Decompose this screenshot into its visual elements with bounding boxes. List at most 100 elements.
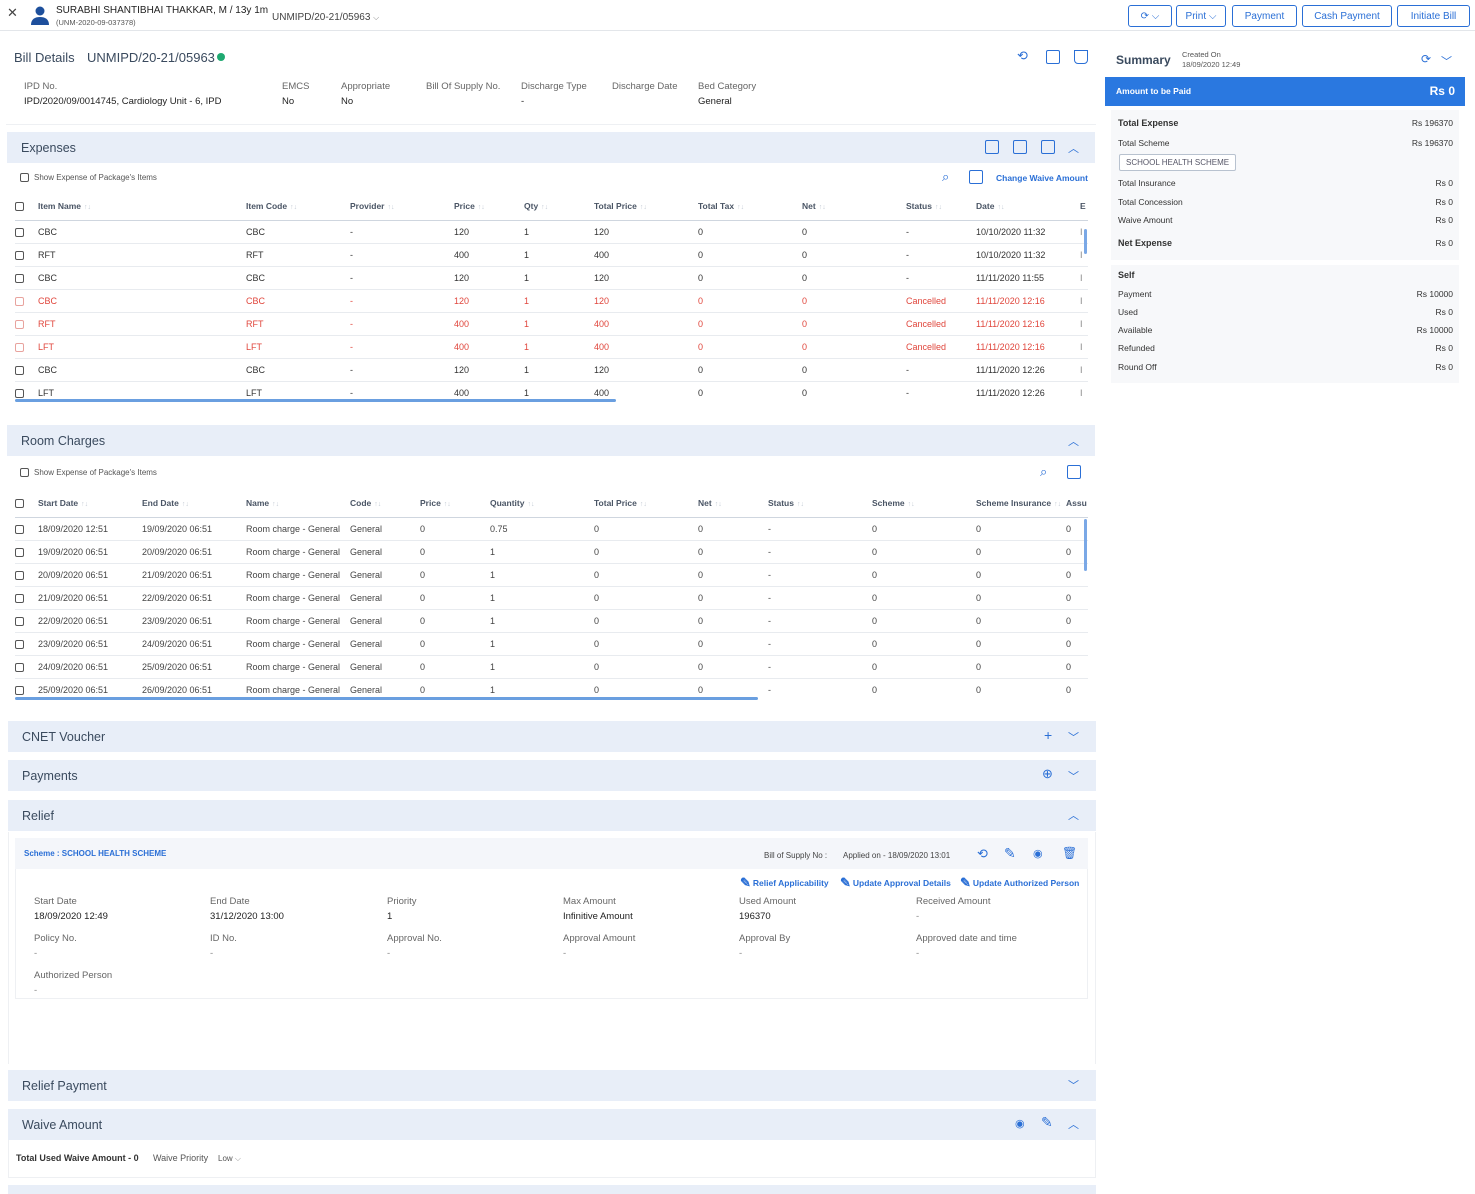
table-row[interactable]: LFT LFT -400 1 400 0 0-11/11/2020 12:26 I — [15, 381, 1088, 401]
expenses-col-header[interactable]: Total Price ↑↓ — [594, 192, 698, 221]
room-grid-icon[interactable] — [1067, 465, 1081, 479]
expenses-col-header[interactable]: Item Name ↑↓ — [38, 192, 246, 221]
room-scrollbar-vertical[interactable] — [1084, 519, 1087, 571]
relief-payment-header[interactable]: Relief Payment — [8, 1070, 1096, 1101]
row-checkbox[interactable] — [15, 273, 24, 283]
room-col-header[interactable]: Name ↑↓ — [246, 489, 350, 518]
chevron-down-icon[interactable]: ﹀ — [1068, 1080, 1079, 1092]
room-col-header[interactable]: Total Price ↑↓ — [594, 489, 698, 518]
change-waive-amount-link[interactable]: Change Waive Amount — [996, 173, 1088, 183]
sort-icon[interactable]: ↑↓ — [934, 203, 942, 211]
checkbox[interactable] — [20, 468, 29, 477]
table-row[interactable]: CBC CBC -120 1 120 0 0 Cancelled 11/11/2020 12:1… — [15, 289, 1088, 313]
search-icon[interactable]: ⌕ — [942, 169, 950, 184]
view-icon[interactable]: ◉ — [1033, 848, 1043, 860]
payments-header[interactable]: Payments — [8, 760, 1096, 791]
history-icon[interactable]: ⟲ — [977, 846, 988, 861]
history-icon[interactable]: ⟲ — [1017, 48, 1028, 63]
sort-icon[interactable]: ↑↓ — [997, 203, 1005, 211]
sort-icon[interactable]: ↑↓ — [907, 500, 915, 508]
table-row[interactable]: CBC CBC -120 1 120 0 0-10/10/2020 11:32 I — [15, 220, 1088, 244]
update-approval-link[interactable]: ✎ Update Approval Details — [840, 875, 951, 891]
expense-add-icon[interactable] — [985, 140, 999, 154]
row-checkbox[interactable] — [15, 524, 24, 534]
sort-icon[interactable]: ↑↓ — [639, 203, 647, 211]
row-checkbox[interactable] — [15, 685, 24, 695]
sort-icon[interactable]: ↑↓ — [541, 203, 549, 211]
sort-icon[interactable]: ↑↓ — [1054, 500, 1062, 508]
expenses-header[interactable]: Expenses — [7, 132, 1095, 163]
row-checkbox[interactable] — [15, 250, 24, 260]
checkbox[interactable] — [20, 173, 29, 182]
chevron-up-icon[interactable]: ︿ — [1068, 1119, 1079, 1131]
sort-icon[interactable]: ↑↓ — [374, 500, 382, 508]
add-icon[interactable]: + — [1044, 727, 1053, 743]
expenses-col-header[interactable]: E — [1080, 192, 1088, 221]
sort-icon[interactable]: ↑↓ — [387, 203, 395, 211]
room-col-header[interactable]: Net ↑↓ — [698, 489, 768, 518]
room-col-header[interactable]: Start Date ↑↓ — [38, 489, 142, 518]
sort-icon[interactable]: ↑↓ — [639, 500, 647, 508]
chevron-up-icon[interactable]: ︿ — [1068, 810, 1079, 822]
view-icon[interactable]: ◉ — [1015, 1118, 1025, 1130]
sort-icon[interactable]: ↑↓ — [290, 203, 298, 211]
expenses-scrollbar-horizontal[interactable] — [15, 399, 616, 402]
sort-icon[interactable]: ↑↓ — [84, 203, 91, 211]
sort-icon[interactable]: ↑↓ — [272, 500, 280, 508]
table-row[interactable]: 18/09/2020 12:51 19/09/2020 06:51 Room cha… — [15, 517, 1088, 541]
table-row[interactable]: RFT RFT -400 1 400 0 0-10/10/2020 11:32 I — [15, 243, 1088, 267]
relief-header[interactable]: Relief — [8, 800, 1096, 831]
update-authorized-link[interactable]: ✎ Update Authorized Person — [960, 875, 1079, 891]
table-row[interactable]: CBC CBC -120 1 120 0 0-11/11/2020 11:55 I — [15, 266, 1088, 290]
room-col-header[interactable]: End Date ↑↓ — [142, 489, 246, 518]
row-checkbox[interactable] — [15, 227, 24, 237]
expense-export-icon[interactable] — [1041, 140, 1055, 154]
payment-globe-icon[interactable]: ⊕ — [1042, 766, 1053, 781]
select-all-checkbox[interactable] — [15, 201, 24, 211]
expense-grid-icon[interactable] — [1013, 140, 1027, 154]
bill-grid-icon[interactable] — [1046, 50, 1060, 64]
table-row[interactable]: RFT RFT -400 1 400 0 0 Cancelled 11/11/2020 12:1… — [15, 312, 1088, 336]
delete-icon[interactable]: 🗑 — [1062, 846, 1078, 860]
bill-discharge-icon[interactable] — [1074, 50, 1088, 64]
row-checkbox[interactable] — [15, 570, 24, 580]
waive-grid-icon[interactable] — [969, 170, 983, 184]
sort-icon[interactable]: ↑↓ — [443, 500, 451, 508]
expenses-col-header[interactable]: Qty ↑↓ — [524, 192, 594, 221]
sort-icon[interactable]: ↑↓ — [796, 500, 804, 508]
room-col-header[interactable]: Code ↑↓ — [350, 489, 420, 518]
cash-payment-button[interactable]: Cash Payment — [1302, 5, 1392, 27]
expenses-col-header[interactable]: Total Tax ↑↓ — [698, 192, 802, 221]
room-col-header[interactable]: Quantity ↑↓ — [490, 489, 594, 518]
expense-show-pkg-checkbox[interactable]: Show Expense of Package's Items — [20, 173, 157, 182]
expenses-col-header[interactable]: Price ↑↓ — [454, 192, 524, 221]
row-checkbox[interactable] — [15, 319, 24, 329]
table-row[interactable]: 25/09/2020 06:51 26/09/2020 06:51 Room cha… — [15, 678, 1088, 699]
row-checkbox[interactable] — [15, 388, 24, 398]
table-row[interactable]: 21/09/2020 06:51 22/09/2020 06:51 Room cha… — [15, 586, 1088, 610]
room-col-header[interactable]: Assu — [1066, 489, 1088, 518]
row-checkbox[interactable] — [15, 296, 24, 306]
close-icon[interactable]: ✕ — [7, 5, 18, 20]
refresh-dropdown-button[interactable]: ⟳ ⌵ — [1128, 5, 1172, 27]
expenses-scrollbar-vertical[interactable] — [1084, 229, 1087, 254]
edit-icon[interactable]: ✎ — [1004, 845, 1016, 861]
sort-icon[interactable]: ↑↓ — [477, 203, 485, 211]
table-row[interactable]: CBC CBC -120 1 120 0 0-11/11/2020 12:26 I — [15, 358, 1088, 382]
sort-icon[interactable]: ↑↓ — [527, 500, 535, 508]
search-icon[interactable]: ⌕ — [1040, 464, 1048, 479]
table-row[interactable]: 19/09/2020 06:51 20/09/2020 06:51 Room cha… — [15, 540, 1088, 564]
row-checkbox[interactable] — [15, 662, 24, 672]
table-row[interactable]: LFT LFT -400 1 400 0 0 Cancelled 11/11/2020 12:1… — [15, 335, 1088, 359]
room-charges-header[interactable]: Room Charges — [7, 425, 1095, 456]
waive-amount-header[interactable]: Waive Amount — [8, 1109, 1096, 1140]
cnet-voucher-header[interactable]: CNET Voucher — [8, 721, 1096, 752]
table-row[interactable]: 24/09/2020 06:51 25/09/2020 06:51 Room cha… — [15, 655, 1088, 679]
sort-icon[interactable]: ↑↓ — [818, 203, 826, 211]
expenses-col-header[interactable]: Provider ↑↓ — [350, 192, 454, 221]
expenses-col-header[interactable]: Date ↑↓ — [976, 192, 1080, 221]
row-checkbox[interactable] — [15, 365, 24, 375]
payment-button[interactable]: Payment — [1232, 5, 1297, 27]
table-row[interactable]: 22/09/2020 06:51 23/09/2020 06:51 Room cha… — [15, 609, 1088, 633]
sort-icon[interactable]: ↑↓ — [81, 500, 89, 508]
